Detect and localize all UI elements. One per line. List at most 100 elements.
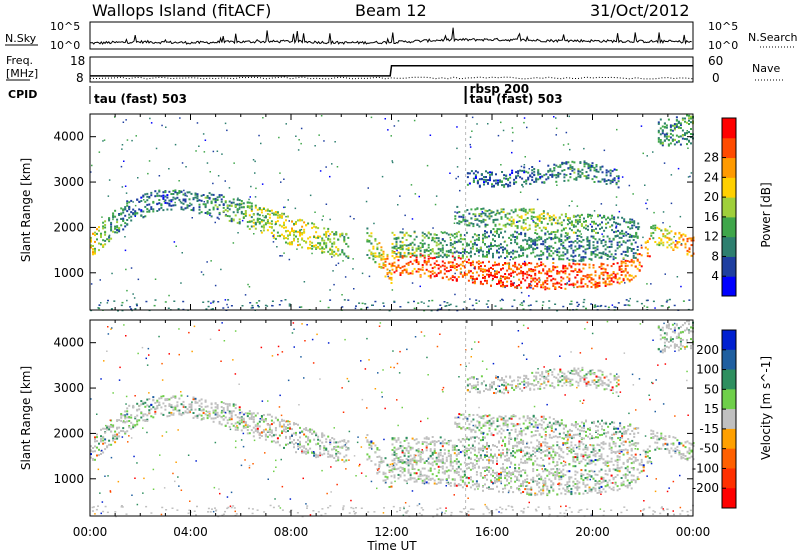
power-cell xyxy=(587,165,590,168)
velocity-cell xyxy=(102,451,105,454)
power-cell xyxy=(472,179,475,182)
velocity-cell xyxy=(317,438,320,441)
velocity-cell xyxy=(536,469,539,471)
power-cell xyxy=(597,224,599,227)
power-cell xyxy=(515,171,518,174)
velocity-cell xyxy=(333,457,336,459)
power-scatter-cell xyxy=(440,231,443,233)
power-cell xyxy=(260,225,263,228)
power-cell xyxy=(285,230,287,233)
power-cell xyxy=(146,210,149,213)
power-cell xyxy=(218,204,221,207)
velocity-cell xyxy=(453,484,456,487)
velocity-cell xyxy=(295,433,297,436)
power-cell xyxy=(386,255,389,258)
power-cell xyxy=(560,254,563,257)
power-scatter-cell xyxy=(285,215,287,218)
power-scatter-cell xyxy=(585,238,588,240)
power-cell xyxy=(391,262,394,265)
power-cell xyxy=(98,226,100,229)
power-scatter-cell xyxy=(478,255,480,257)
power-cell xyxy=(570,244,573,247)
power-scatter-cell xyxy=(565,131,568,134)
power-cell xyxy=(289,241,291,244)
power-cell xyxy=(266,229,269,232)
power-cell xyxy=(417,263,420,265)
power-cell xyxy=(423,242,426,245)
power-cell xyxy=(216,196,219,199)
power-cell xyxy=(479,269,482,272)
velocity-cell xyxy=(461,470,464,473)
power-clutter-cell xyxy=(527,304,530,307)
power-cell xyxy=(473,239,476,242)
power-scatter-cell xyxy=(280,181,282,183)
velocity-cell xyxy=(374,451,377,454)
velocity-cell xyxy=(281,418,283,421)
power-cell xyxy=(530,252,533,255)
velocity-cell xyxy=(234,407,237,410)
power-cell xyxy=(128,213,131,216)
power-cell xyxy=(92,251,94,254)
velocity-cell xyxy=(287,427,289,430)
power-cell xyxy=(480,177,483,180)
power-cell xyxy=(319,247,322,250)
power-scatter-cell xyxy=(616,128,618,131)
power-cell xyxy=(667,139,670,142)
power-cell xyxy=(512,220,515,222)
power-cell xyxy=(597,180,600,183)
power-cell xyxy=(456,211,459,214)
power-cell xyxy=(628,274,631,277)
velocity-cell xyxy=(92,450,94,453)
power-cell xyxy=(505,183,508,186)
power-cell xyxy=(611,181,614,183)
power-cell xyxy=(540,261,543,264)
velocity-cell xyxy=(469,476,472,479)
power-cell xyxy=(333,241,336,244)
velocity-cell xyxy=(437,478,440,481)
velocity-cell xyxy=(453,469,456,472)
power-cell xyxy=(532,287,535,290)
power-cell xyxy=(656,243,659,246)
power-cell xyxy=(636,259,639,262)
power-cell xyxy=(542,283,545,286)
power-cell xyxy=(449,251,452,254)
velocity-cell xyxy=(403,474,406,477)
velocity-cell xyxy=(441,467,444,470)
power-cell xyxy=(399,248,402,251)
velocity-cell xyxy=(232,404,235,407)
velocity-cell xyxy=(142,415,145,418)
power-cell xyxy=(677,135,680,138)
power-cell xyxy=(541,181,544,184)
power-cell xyxy=(445,250,448,253)
velocity-cell xyxy=(128,416,131,418)
power-cell xyxy=(498,235,500,238)
power-cell xyxy=(619,232,622,235)
velocity-cell xyxy=(305,452,308,455)
power-cell xyxy=(471,263,474,266)
power-clutter-cell xyxy=(593,304,596,307)
power-cell xyxy=(592,283,595,286)
power-cell xyxy=(574,254,577,257)
velocity-cell xyxy=(124,410,127,413)
velocity-cell xyxy=(94,436,96,439)
power-cell xyxy=(297,244,299,247)
velocity-cell xyxy=(386,477,389,480)
power-cell xyxy=(449,277,452,280)
power-cell xyxy=(453,267,456,270)
power-cell xyxy=(522,252,525,255)
power-scatter-cell xyxy=(253,233,255,235)
velocity-cell xyxy=(388,486,391,488)
power-cell xyxy=(112,212,115,215)
power-cell xyxy=(455,268,458,271)
power-cell xyxy=(560,240,563,243)
power-cell xyxy=(541,175,544,178)
power-cell xyxy=(520,225,523,228)
power-clutter-cell xyxy=(249,302,252,304)
noise-trace xyxy=(90,27,692,46)
power-cell xyxy=(490,210,493,213)
power-cell xyxy=(287,237,289,240)
power-cell xyxy=(470,222,473,225)
power-cell xyxy=(534,225,537,228)
power-cell xyxy=(502,264,504,266)
power-scatter-cell xyxy=(381,253,383,256)
